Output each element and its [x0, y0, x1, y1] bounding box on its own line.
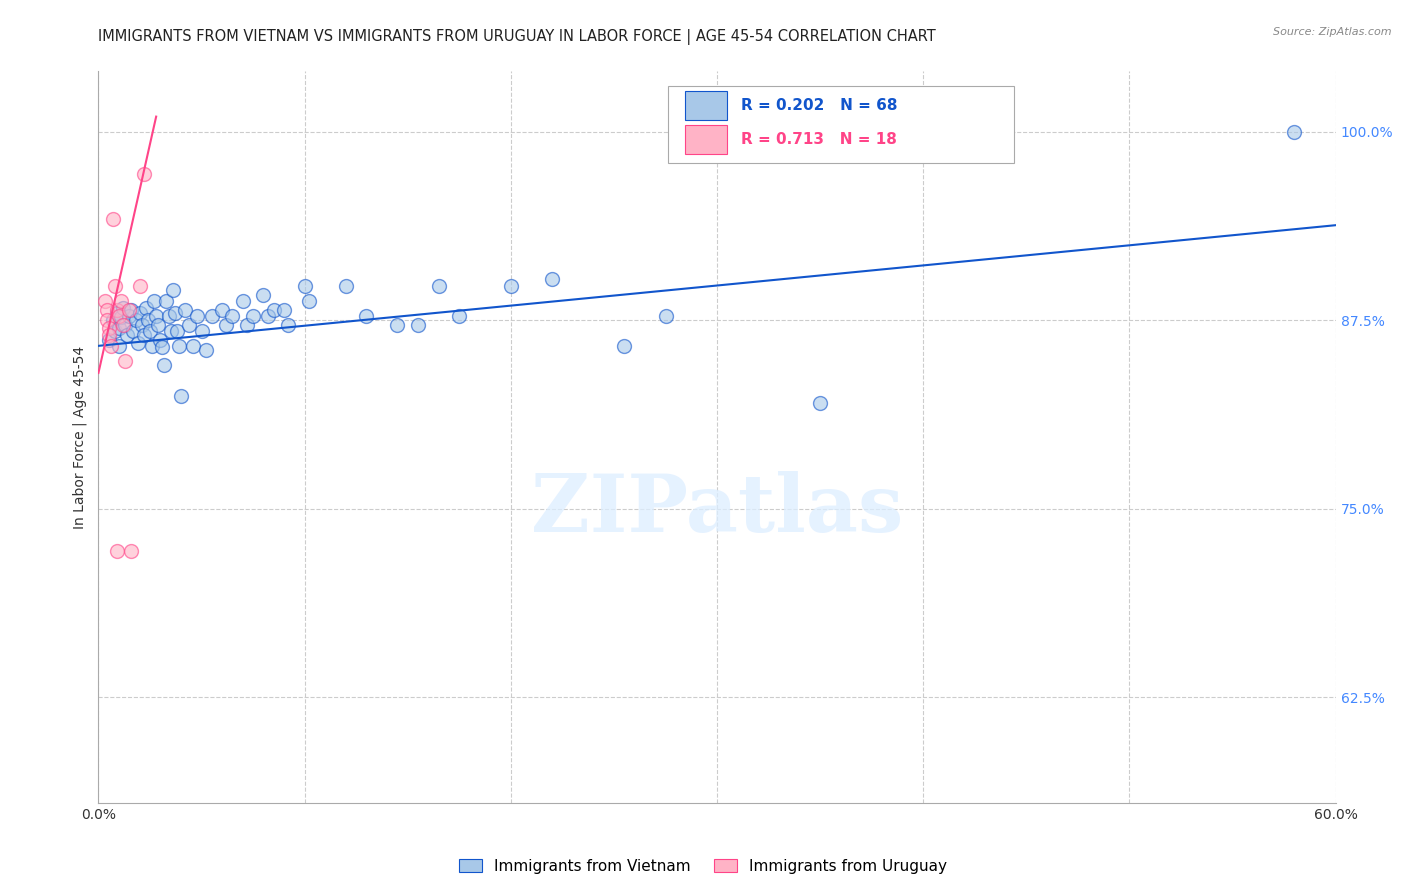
Point [145, 309, 167, 323]
Point [122, 324, 145, 338]
Text: R = 0.713   N = 18: R = 0.713 N = 18 [741, 132, 897, 147]
Text: IMMIGRANTS FROM VIETNAM VS IMMIGRANTS FROM URUGUAY IN LABOR FORCE | AGE 45-54 CO: IMMIGRANTS FROM VIETNAM VS IMMIGRANTS FR… [98, 29, 936, 45]
Point [294, 278, 316, 293]
Point [105, 302, 128, 317]
Point [118, 302, 141, 317]
Point [104, 324, 127, 338]
Point [110, 293, 132, 308]
Point [808, 396, 831, 410]
Point [112, 301, 135, 315]
Point [141, 339, 163, 353]
Point [252, 287, 274, 301]
Point [114, 318, 136, 332]
Point [120, 544, 142, 558]
Point [186, 309, 208, 323]
FancyBboxPatch shape [685, 91, 727, 120]
Point [136, 313, 159, 327]
Point [654, 309, 676, 323]
Point [163, 306, 186, 320]
Point [181, 339, 204, 353]
FancyBboxPatch shape [685, 125, 727, 154]
Point [256, 309, 278, 323]
Point [211, 302, 233, 317]
Point [105, 544, 128, 558]
Point [132, 167, 155, 181]
Point [406, 318, 429, 332]
Point [449, 309, 471, 323]
Point [179, 318, 201, 332]
Point [120, 302, 142, 317]
Point [236, 318, 259, 332]
Point [101, 212, 124, 227]
Point [104, 278, 127, 293]
Point [131, 318, 153, 332]
Point [427, 278, 450, 293]
Point [170, 389, 193, 403]
Point [1284, 125, 1306, 139]
Point [273, 302, 295, 317]
Text: R = 0.202   N = 68: R = 0.202 N = 68 [741, 98, 897, 113]
Point [298, 293, 321, 308]
Point [277, 318, 299, 332]
Point [114, 354, 136, 368]
Point [108, 339, 131, 353]
Point [166, 324, 188, 338]
Point [157, 309, 180, 323]
Point [105, 306, 128, 320]
Point [96, 313, 118, 327]
Text: Source: ZipAtlas.com: Source: ZipAtlas.com [1274, 27, 1392, 37]
Point [97, 333, 120, 347]
Point [499, 278, 522, 293]
Point [128, 278, 150, 293]
Legend: Immigrants from Vietnam, Immigrants from Uruguay: Immigrants from Vietnam, Immigrants from… [453, 853, 953, 880]
Point [153, 359, 176, 373]
Point [174, 302, 197, 317]
Point [150, 340, 173, 354]
Text: ZIPatlas: ZIPatlas [531, 471, 903, 549]
Point [143, 293, 166, 308]
Point [132, 328, 155, 343]
Point [159, 324, 181, 338]
Point [167, 339, 190, 353]
Point [215, 318, 238, 332]
Point [93, 293, 115, 308]
Point [194, 343, 217, 358]
Point [148, 318, 170, 332]
Point [232, 293, 254, 308]
Point [118, 309, 141, 323]
Point [263, 302, 285, 317]
Point [139, 324, 162, 338]
Point [96, 302, 118, 317]
Point [124, 313, 146, 327]
Point [162, 283, 184, 297]
Y-axis label: In Labor Force | Age 45-54: In Labor Force | Age 45-54 [73, 345, 87, 529]
Point [127, 335, 149, 350]
Point [190, 324, 212, 338]
FancyBboxPatch shape [668, 86, 1014, 162]
Point [201, 309, 224, 323]
Point [117, 328, 139, 343]
Point [135, 301, 157, 315]
Point [108, 309, 131, 323]
Point [108, 320, 131, 334]
Point [110, 310, 132, 325]
Point [541, 272, 564, 286]
Point [613, 339, 636, 353]
Point [221, 309, 243, 323]
Point [101, 313, 124, 327]
Point [112, 318, 135, 332]
Point [149, 333, 172, 347]
Point [155, 293, 177, 308]
Point [128, 306, 150, 320]
Point [335, 278, 357, 293]
Point [242, 309, 264, 323]
Point [97, 320, 120, 334]
Point [356, 309, 378, 323]
Point [100, 339, 122, 353]
Point [387, 318, 409, 332]
Point [97, 328, 120, 343]
